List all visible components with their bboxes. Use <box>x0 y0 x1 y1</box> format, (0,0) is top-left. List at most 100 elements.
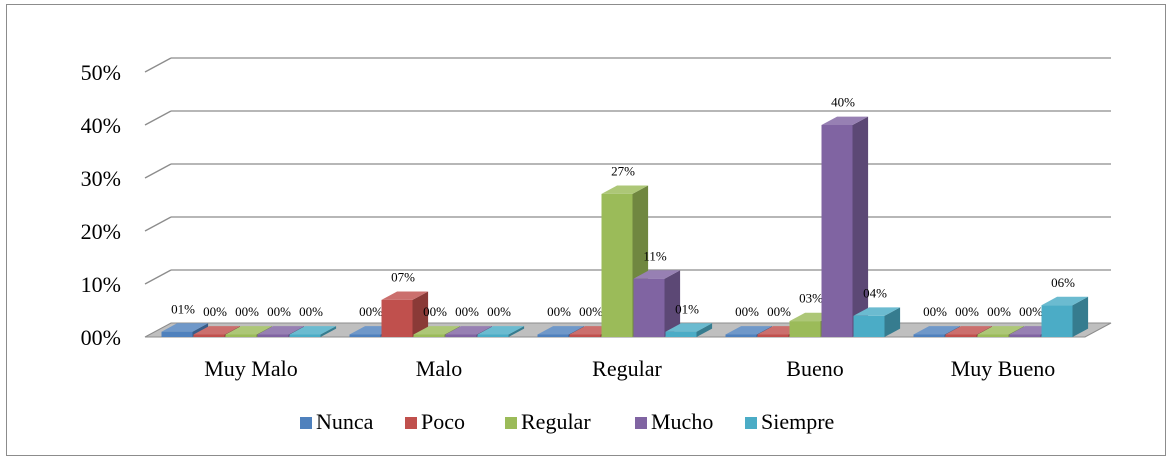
chart-frame <box>6 4 1166 456</box>
legend-swatch-siempre <box>745 417 757 429</box>
data-label: 00% <box>923 304 947 319</box>
data-label: 00% <box>955 304 979 319</box>
data-label: 06% <box>1051 275 1075 290</box>
bar-poco <box>945 334 977 337</box>
legend-swatch-nunca <box>300 417 312 429</box>
legend-swatch-mucho <box>635 417 647 429</box>
data-label: 40% <box>831 95 855 110</box>
legend-swatch-poco <box>405 417 417 429</box>
bar-side-siempre <box>320 326 337 337</box>
gridline-diag <box>144 269 172 285</box>
x-category-label: Muy Malo <box>204 356 298 381</box>
y-tick-label: 20% <box>81 219 121 244</box>
y-tick-label: 10% <box>81 272 121 297</box>
bar-top-mucho <box>445 326 493 335</box>
bar-top-regular <box>413 326 461 335</box>
bar-mucho <box>633 278 665 337</box>
bar-top-nunca <box>913 326 961 335</box>
y-tick-label: 30% <box>81 166 121 191</box>
bar-siempre <box>1041 305 1073 337</box>
bar-mucho <box>1009 334 1041 337</box>
bar-top-siempre <box>289 326 337 335</box>
bar-top-regular <box>601 185 649 194</box>
x-category-label: Regular <box>592 356 662 381</box>
y-tick-label: 00% <box>81 325 121 350</box>
bar-top-mucho <box>821 116 869 125</box>
bar-poco <box>193 334 225 337</box>
bar-side-siempre <box>1072 296 1089 337</box>
bar-poco <box>757 334 789 337</box>
bar-side-mucho <box>664 270 681 337</box>
bar-regular <box>977 334 1009 337</box>
legend-label: Poco <box>421 409 465 434</box>
bar-siempre <box>289 334 321 337</box>
bar-top-siempre <box>477 326 525 335</box>
legend-swatch-regular <box>505 417 517 429</box>
data-label: 00% <box>487 304 511 319</box>
bar-side-poco <box>412 291 429 337</box>
bar-top-nunca <box>161 323 209 332</box>
y-tick-label: 40% <box>81 113 121 138</box>
bar-nunca <box>349 334 381 337</box>
bar-nunca <box>537 334 569 337</box>
data-label: 04% <box>863 285 887 300</box>
data-label: 00% <box>359 304 383 319</box>
data-label: 11% <box>643 248 667 263</box>
bar-top-siempre <box>853 307 901 316</box>
bar-nunca <box>725 334 757 337</box>
x-category-label: Bueno <box>786 356 843 381</box>
bar-top-siempre <box>1041 296 1089 306</box>
bar-top-mucho <box>257 326 305 335</box>
bar-top-nunca <box>725 326 773 335</box>
data-label: 07% <box>391 270 415 285</box>
data-label: 01% <box>675 301 699 316</box>
data-label: 00% <box>299 304 323 319</box>
data-label: 00% <box>203 304 227 319</box>
bar-mucho <box>821 125 853 337</box>
y-tick-label: 50% <box>81 60 121 85</box>
gridline-diag <box>144 110 172 126</box>
bar-poco <box>381 299 413 337</box>
data-label: 00% <box>547 304 571 319</box>
gridline-diag <box>144 57 172 73</box>
data-label: 01% <box>171 301 195 316</box>
data-label: 00% <box>579 304 603 319</box>
data-label: 00% <box>267 304 291 319</box>
bar-siempre <box>477 334 509 337</box>
bar-side-siempre <box>508 326 525 337</box>
bar-nunca <box>913 334 945 337</box>
data-label: 27% <box>611 164 635 179</box>
data-label: 00% <box>767 304 791 319</box>
bar-regular <box>413 334 445 337</box>
bar-top-mucho <box>633 270 681 279</box>
legend-label: Mucho <box>651 409 713 434</box>
legend-label: Regular <box>521 409 591 434</box>
data-label: 03% <box>799 291 823 306</box>
data-label: 00% <box>735 304 759 319</box>
bar-top-regular <box>977 326 1025 335</box>
legend-label: Nunca <box>316 409 374 434</box>
bar-nunca <box>161 331 193 337</box>
bar-top-poco <box>945 326 993 335</box>
data-label: 00% <box>423 304 447 319</box>
bar-top-siempre <box>665 323 713 332</box>
legend-label: Siempre <box>761 409 834 434</box>
x-category-label: Muy Bueno <box>951 356 1056 381</box>
bar-side-mucho <box>852 116 869 337</box>
bar-top-poco <box>193 326 241 335</box>
bar-siempre <box>853 315 885 337</box>
bar-top-regular <box>225 326 273 335</box>
bar-side-siempre <box>884 307 901 337</box>
bar-mucho <box>257 334 289 337</box>
bar-side-siempre <box>696 323 713 337</box>
bar-siempre <box>665 331 697 337</box>
bar-top-nunca <box>537 326 585 335</box>
data-label: 00% <box>455 304 479 319</box>
gridline-diag <box>144 216 172 232</box>
data-label: 00% <box>235 304 259 319</box>
bar-mucho <box>445 334 477 337</box>
bar-top-poco <box>381 291 429 300</box>
bar-poco <box>569 334 601 337</box>
bar-regular <box>225 334 257 337</box>
